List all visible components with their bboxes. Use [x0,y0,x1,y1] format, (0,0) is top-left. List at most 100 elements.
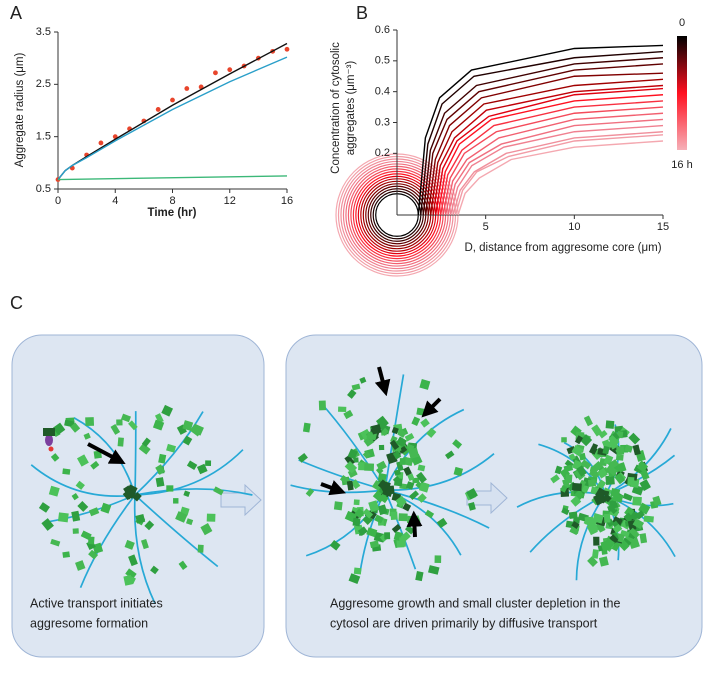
aggregate [598,556,609,567]
aggregate [182,435,193,446]
aggregate [398,445,408,454]
block-arrow [220,483,262,517]
arrow [320,480,347,496]
aggregate [607,504,616,513]
aggregate [407,473,415,482]
data-point [170,97,175,103]
microtubule [134,488,253,496]
microtubule [384,453,495,491]
aggregate [627,476,635,487]
aggregate [561,437,567,443]
x-tick-label: 5 [483,221,489,233]
aggregate [583,415,593,427]
data-line [57,175,288,181]
aggregate [417,464,426,472]
microtubule [30,464,136,497]
arrow [421,397,442,418]
aggregate [569,526,580,536]
aggregate [616,446,625,455]
data-point [227,67,233,73]
aggregate [378,493,389,504]
aggregate [399,537,406,547]
aggregate [593,536,600,546]
data-line [442,106,664,216]
data-line [420,50,664,216]
aggregate [398,513,408,522]
aggregate [62,551,71,558]
aggregate [397,428,407,438]
aggregate [123,485,132,494]
aggregate [305,488,315,497]
aggregate [607,459,619,470]
aggregate [612,523,623,534]
aggregate [71,510,81,522]
caption: Aggresome growth and small cluster deple… [330,596,620,610]
data-line [447,118,664,216]
aggregate [628,432,641,445]
aggregate [452,439,463,449]
aggregate [417,493,427,503]
y-tick-label: 0.6 [375,24,390,36]
aggregate [362,514,373,526]
aggregate [380,427,389,436]
aggregate [426,427,437,438]
aggregate [591,424,603,437]
aggregate [175,511,188,523]
microtubule [79,494,136,589]
aggregate [141,437,151,448]
aggregate [154,413,164,424]
data-line [452,131,664,216]
y-axis-label: Concentration of cytosolic [330,42,342,174]
y-tick-label: 2.5 [36,78,51,90]
x-tick-label: 10 [568,221,580,233]
aggregate [302,422,311,433]
data-line [437,94,664,216]
aggregate [595,487,606,499]
aggregate [390,511,398,520]
aggregate [415,571,424,582]
x-tick-label: 4 [112,195,118,207]
aggregate [186,460,198,470]
aggregate [88,507,100,517]
aggregate [71,492,79,501]
aggregate [632,496,642,506]
aggregate [405,481,415,490]
x-axis-label: Time (hr) [148,207,197,219]
aggregate [560,484,568,493]
aggregate [568,453,576,461]
aggregate [366,527,378,538]
aggregate [120,413,131,423]
aggregate [639,479,651,492]
aggregate [377,504,388,516]
aggregate [596,467,608,479]
aggregate [628,527,640,539]
data-line [427,72,664,216]
aggregate [453,466,464,477]
cargo [43,428,55,436]
aggregate [396,436,407,448]
aggregate [75,560,86,571]
aggregate [416,407,426,416]
x-tick-label: 0 [55,195,61,207]
aggregate [88,536,95,545]
aggregate [624,444,634,453]
aggregate [378,444,385,451]
aggregate [185,518,194,526]
aggregate [602,493,612,503]
panel-label: A [10,3,22,23]
data-line [432,84,664,216]
aggregate [297,452,308,463]
aggregate [607,539,615,548]
aggregate [596,522,606,533]
aggregate [62,468,71,475]
aggregate [570,495,582,507]
aggregate [418,481,430,493]
aggregate [622,492,633,502]
aggregate [362,508,374,519]
aggregate [605,420,615,429]
data-line [449,124,664,216]
y-axis-label: aggregates (μm⁻³) [345,61,357,156]
aggregate [41,518,54,531]
aggregate [362,450,371,459]
